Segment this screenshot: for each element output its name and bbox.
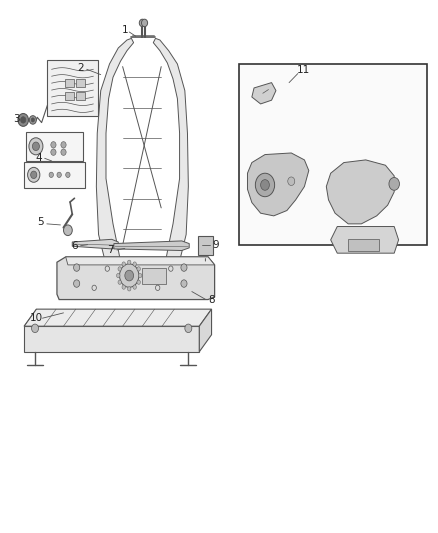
Circle shape bbox=[288, 177, 295, 185]
Circle shape bbox=[133, 285, 137, 289]
Text: 6: 6 bbox=[71, 241, 78, 251]
Circle shape bbox=[31, 118, 35, 122]
Circle shape bbox=[185, 324, 192, 333]
Bar bbox=[142, 268, 166, 284]
Polygon shape bbox=[66, 257, 215, 265]
Bar bbox=[47, 60, 98, 116]
Circle shape bbox=[21, 117, 26, 123]
Polygon shape bbox=[331, 227, 399, 253]
Polygon shape bbox=[114, 241, 189, 251]
Text: 1: 1 bbox=[121, 26, 128, 35]
Text: 10: 10 bbox=[29, 313, 42, 323]
Bar bbox=[198, 236, 213, 255]
Circle shape bbox=[31, 171, 37, 179]
Circle shape bbox=[61, 149, 66, 156]
Circle shape bbox=[181, 280, 187, 287]
Polygon shape bbox=[72, 239, 118, 249]
Bar bbox=[76, 79, 85, 87]
Bar bbox=[65, 92, 74, 100]
Bar bbox=[65, 79, 74, 87]
Polygon shape bbox=[24, 326, 199, 352]
Polygon shape bbox=[153, 38, 188, 261]
Circle shape bbox=[181, 264, 187, 271]
Circle shape bbox=[18, 114, 28, 126]
Circle shape bbox=[118, 266, 121, 271]
Text: 8: 8 bbox=[208, 295, 215, 304]
Circle shape bbox=[125, 270, 134, 281]
Circle shape bbox=[137, 266, 141, 271]
Circle shape bbox=[66, 172, 70, 177]
Text: 11: 11 bbox=[297, 66, 310, 75]
Circle shape bbox=[51, 149, 56, 156]
Circle shape bbox=[29, 116, 36, 124]
Circle shape bbox=[141, 19, 148, 27]
Polygon shape bbox=[57, 257, 215, 300]
Polygon shape bbox=[96, 38, 134, 261]
Polygon shape bbox=[247, 153, 309, 216]
Bar bbox=[24, 162, 85, 188]
Circle shape bbox=[117, 273, 120, 278]
Circle shape bbox=[127, 287, 131, 291]
Circle shape bbox=[137, 280, 141, 285]
Text: 4: 4 bbox=[35, 154, 42, 163]
Circle shape bbox=[120, 264, 139, 287]
Circle shape bbox=[122, 262, 125, 266]
Circle shape bbox=[32, 324, 39, 333]
Polygon shape bbox=[24, 309, 212, 326]
Circle shape bbox=[133, 262, 137, 266]
Polygon shape bbox=[326, 160, 394, 224]
Circle shape bbox=[74, 280, 80, 287]
Circle shape bbox=[118, 280, 121, 285]
Bar bbox=[239, 64, 427, 245]
Circle shape bbox=[122, 285, 125, 289]
Circle shape bbox=[29, 138, 43, 155]
Circle shape bbox=[61, 142, 66, 148]
Polygon shape bbox=[252, 83, 276, 104]
Circle shape bbox=[139, 19, 145, 27]
Text: 7: 7 bbox=[107, 245, 114, 255]
Circle shape bbox=[57, 172, 61, 177]
Circle shape bbox=[138, 273, 142, 278]
Bar bbox=[348, 239, 379, 251]
Polygon shape bbox=[199, 309, 212, 352]
Circle shape bbox=[74, 264, 80, 271]
Text: 2: 2 bbox=[77, 63, 84, 73]
Circle shape bbox=[32, 142, 39, 151]
Text: 3: 3 bbox=[13, 115, 20, 124]
Circle shape bbox=[127, 260, 131, 264]
Circle shape bbox=[389, 177, 399, 190]
Circle shape bbox=[261, 180, 269, 190]
Circle shape bbox=[64, 225, 72, 236]
Circle shape bbox=[28, 167, 40, 182]
Circle shape bbox=[51, 142, 56, 148]
Polygon shape bbox=[99, 261, 186, 269]
Bar bbox=[26, 132, 83, 161]
Text: 5: 5 bbox=[37, 217, 44, 227]
Text: 9: 9 bbox=[212, 240, 219, 250]
Circle shape bbox=[255, 173, 275, 197]
Circle shape bbox=[49, 172, 53, 177]
Bar bbox=[76, 92, 85, 100]
